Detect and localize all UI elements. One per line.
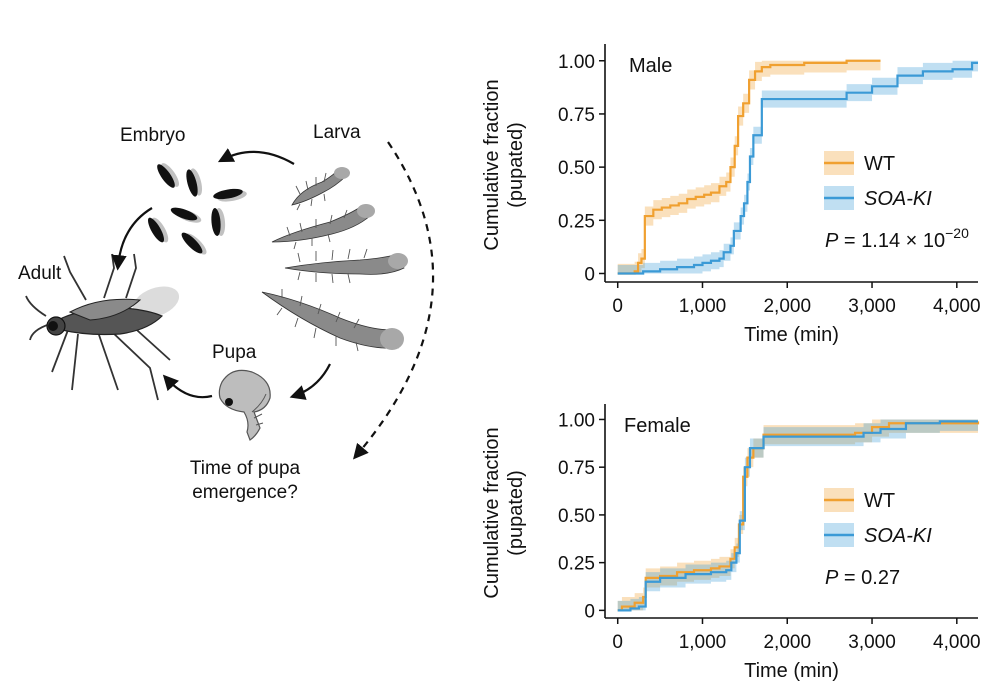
y-tick-label: 0.50 (558, 158, 595, 179)
x-tick-label: 0 (612, 632, 623, 653)
confidence-band-soa-ki (617, 419, 978, 611)
y-tick-label: 0 (584, 264, 595, 285)
x-axis-label: Time (min) (744, 660, 839, 682)
male-chart: 0 0.25 0.50 0.75 1.00 0 1,000 2,000 3,000 4,000 Ti… (481, 44, 981, 346)
female-chart: 0 0.25 0.50 0.75 1.00 0 1,000 2,000 3,000 4,000 Ti… (481, 404, 981, 682)
x-tick-label: 2,000 (763, 632, 811, 653)
legend-label-wt: WT (864, 490, 895, 512)
question-text: Time of pupa emergence? (160, 457, 330, 505)
y-tick-label: 0.75 (558, 458, 595, 479)
label-adult: Adult (18, 263, 62, 284)
p-value-text: = 0.27 (838, 567, 900, 589)
p-value-exponent: −20 (945, 225, 969, 241)
x-tick-label: 3,000 (848, 632, 896, 653)
series-line-soa-ki (617, 61, 978, 275)
y-tick-label: 0.25 (558, 211, 595, 232)
panel-label: Female (624, 415, 691, 437)
y-tick-label: 0.50 (558, 506, 595, 527)
x-axis-label: Time (min) (744, 324, 839, 346)
adult-mosquito-illustration (25, 253, 180, 401)
label-larva: Larva (313, 122, 361, 143)
p-value-symbol: P (825, 567, 839, 589)
series-line-wt (617, 59, 881, 275)
x-tick-label: 0 (612, 296, 623, 317)
x-tick-label: 3,000 (848, 296, 896, 317)
y-axis-label-line-2: (pupated) (505, 122, 527, 208)
pupa-illustration (218, 369, 271, 441)
p-value-annotation: P = 0.27 (825, 567, 900, 589)
legend-label-wt: WT (864, 153, 895, 175)
x-tick-label: 4,000 (933, 296, 981, 317)
life-cycle-diagram (25, 141, 435, 460)
y-tick-label: 1.00 (558, 52, 595, 73)
cycle-arrows (111, 141, 435, 460)
confidence-band-wt (617, 419, 978, 611)
label-embryo: Embryo (120, 125, 186, 146)
label-pupa: Pupa (212, 342, 257, 363)
y-axis-label-line-1: Cumulative fraction (481, 79, 503, 250)
confidence-band-soa-ki (617, 60, 978, 274)
y-tick-label: 0 (584, 601, 595, 622)
y-tick-label: 1.00 (558, 410, 595, 431)
p-value-annotation: P = 1.14 × 10−20 (825, 225, 969, 252)
question-line-2: emergence? (192, 482, 298, 503)
question-line-1: Time of pupa (189, 458, 301, 479)
larva-illustration (261, 167, 408, 352)
legend-label-soa-ki: SOA-KI (864, 525, 932, 547)
y-axis-label-line-2: (pupated) (505, 470, 527, 556)
y-tick-label: 0.75 (558, 105, 595, 126)
series-line-soa-ki (617, 420, 978, 612)
x-tick-label: 1,000 (679, 296, 727, 317)
p-value-symbol: P (825, 230, 839, 252)
panel-label: Male (629, 55, 672, 77)
y-axis-label-line-1: Cumulative fraction (481, 427, 503, 598)
embryo-illustration (147, 163, 247, 255)
x-tick-label: 4,000 (933, 632, 981, 653)
x-tick-label: 1,000 (679, 632, 727, 653)
x-tick-label: 2,000 (763, 296, 811, 317)
y-tick-label: 0.25 (558, 554, 595, 575)
legend-label-soa-ki: SOA-KI (864, 188, 932, 210)
p-value-text: = 1.14 × 10 (838, 230, 945, 252)
